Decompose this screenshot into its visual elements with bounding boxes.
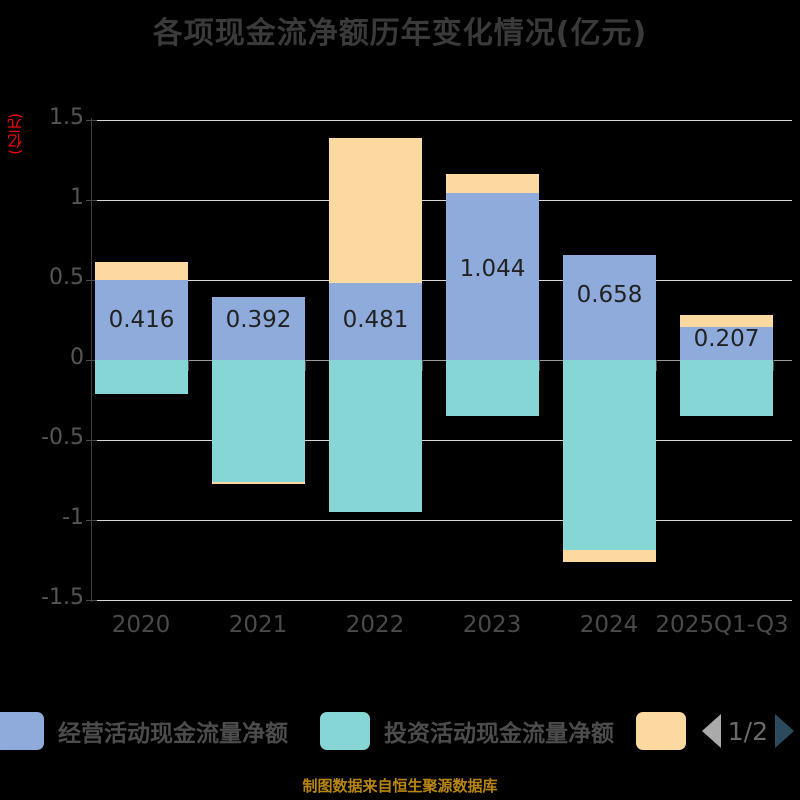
gridline — [92, 280, 792, 281]
x-axis-tick-label: 2023 — [462, 612, 522, 638]
gridline — [92, 440, 792, 441]
gridline — [92, 600, 792, 601]
bar-segment-investing[interactable] — [680, 360, 773, 416]
bar-value-label: 0.392 — [225, 307, 292, 333]
bar-segment-investing[interactable] — [446, 360, 539, 416]
y-axis-tick-mark — [86, 520, 97, 521]
legend-item-label: 投资活动现金流量净额 — [384, 721, 614, 747]
bar-value-label: 1.044 — [459, 256, 526, 282]
bar-segment-investing[interactable] — [563, 360, 656, 550]
chevron-right-icon[interactable] — [775, 714, 794, 748]
x-axis-tick-mark — [305, 360, 306, 371]
bar-value-label: 0.481 — [342, 307, 409, 333]
legend-color-swatch — [320, 712, 370, 750]
pagination-label: 1/2 — [727, 716, 768, 746]
x-axis-tick-label: 2020 — [111, 612, 171, 638]
bar-segment-financing[interactable] — [212, 482, 305, 484]
bar-segment-financing[interactable] — [446, 174, 539, 193]
bar-segment-operating[interactable] — [212, 297, 305, 360]
bar-segment-financing[interactable] — [680, 315, 773, 327]
y-axis-tick-label: -1.5 — [41, 585, 84, 610]
x-axis-tick-label: 2022 — [345, 612, 405, 638]
y-axis-tick-label: -1 — [62, 505, 84, 530]
bar-segment-operating[interactable] — [95, 280, 188, 360]
x-axis-tick-mark — [773, 360, 774, 371]
y-axis-tick-label: -0.5 — [41, 425, 84, 450]
y-axis-tick-mark — [86, 440, 97, 441]
gridline — [92, 200, 792, 201]
x-axis-tick-label: 2024 — [579, 612, 639, 638]
bar-value-label: 0.207 — [693, 326, 760, 352]
legend-color-swatch — [636, 712, 686, 750]
y-axis-tick-mark — [86, 200, 97, 201]
legend: 经营活动现金流量净额 投资活动现金流量净额 — [0, 706, 800, 756]
legend-item[interactable] — [636, 706, 686, 756]
bar-segment-operating[interactable] — [446, 193, 539, 360]
bar-value-label: 0.658 — [576, 282, 643, 308]
bar-segment-investing[interactable] — [95, 360, 188, 394]
bar-segment-financing[interactable] — [329, 138, 422, 283]
x-axis-tick-mark — [656, 360, 657, 371]
bar-segment-operating[interactable] — [563, 255, 656, 360]
y-axis-tick-mark — [86, 360, 97, 361]
y-axis-tick-mark — [86, 120, 97, 121]
bar-value-label: 0.416 — [108, 307, 175, 333]
bar-segment-investing[interactable] — [329, 360, 422, 512]
y-axis-tick-label: 0 — [70, 345, 84, 370]
legend-item-label: 经营活动现金流量净额 — [58, 721, 288, 747]
x-axis-tick-mark — [539, 360, 540, 371]
y-axis-tick-label: 1.5 — [49, 105, 84, 130]
gridline — [92, 520, 792, 521]
gridline — [92, 360, 792, 361]
legend-item[interactable]: 投资活动现金流量净额 — [320, 706, 614, 756]
gridline — [92, 120, 792, 121]
legend-pagination[interactable]: 1/2 — [701, 706, 794, 756]
y-axis-tick-label: 0.5 — [49, 265, 84, 290]
y-axis-tick-mark — [86, 600, 97, 601]
x-axis-tick-label: 2021 — [228, 612, 288, 638]
y-axis-tick-label: 1 — [70, 185, 84, 210]
x-axis-tick-label: 2025Q1-Q3 — [655, 612, 789, 638]
bar-segment-operating[interactable] — [680, 327, 773, 360]
x-axis-tick-mark — [188, 360, 189, 371]
bar-segment-investing[interactable] — [212, 360, 305, 482]
page-title: 各项现金流净额历年变化情况(亿元) — [152, 16, 648, 51]
bar-segment-financing[interactable] — [563, 550, 656, 562]
footer-source-text: 制图数据来自恒生聚源数据库 — [302, 777, 498, 795]
legend-color-swatch — [0, 712, 44, 750]
bar-segment-financing[interactable] — [95, 262, 188, 280]
y-axis-tick-mark — [86, 280, 97, 281]
chevron-left-icon[interactable] — [701, 714, 721, 748]
bar-segment-operating[interactable] — [329, 283, 422, 360]
legend-item[interactable]: 经营活动现金流量净额 — [0, 706, 288, 756]
x-axis-tick-mark — [422, 360, 423, 371]
